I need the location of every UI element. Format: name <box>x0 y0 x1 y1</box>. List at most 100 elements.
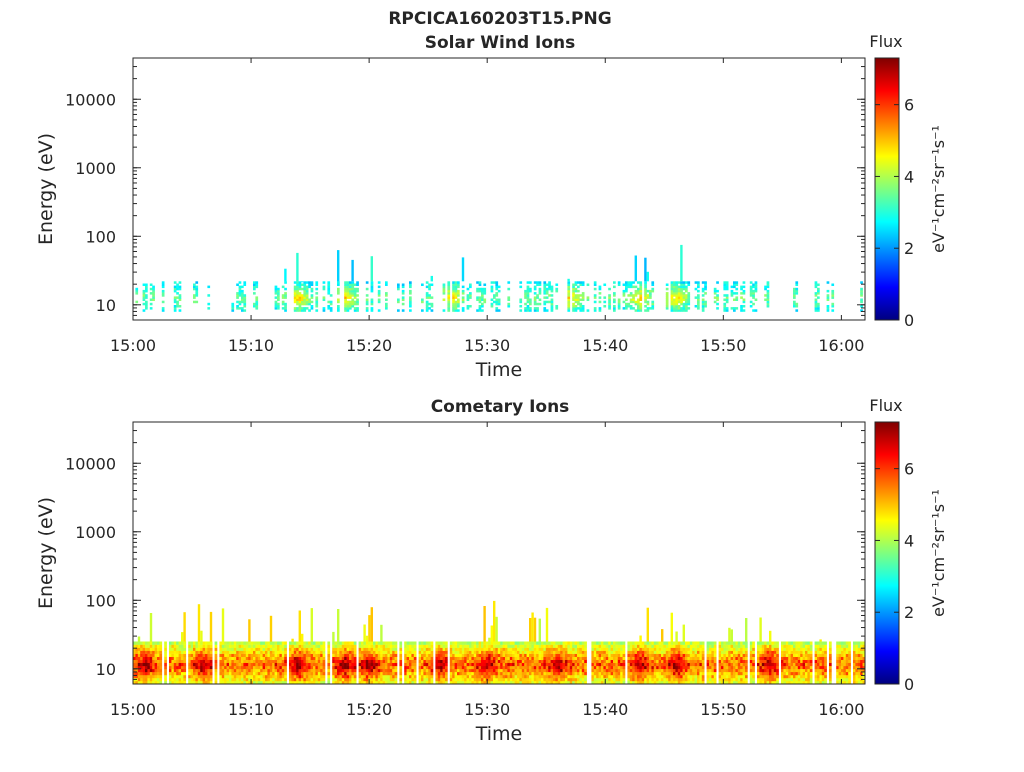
heatmap-cell <box>750 672 753 675</box>
heatmap-cell <box>793 651 796 654</box>
heatmap-cell <box>318 645 321 648</box>
heatmap-cell <box>702 294 705 297</box>
heatmap-cell <box>255 666 258 669</box>
heatmap-cell <box>831 305 834 308</box>
heatmap-cell <box>498 672 501 675</box>
heatmap-cell <box>421 309 424 312</box>
heatmap-cell <box>666 288 669 291</box>
heatmap-cell <box>632 678 635 681</box>
heatmap-cell <box>253 663 256 666</box>
heatmap-cell <box>733 645 736 648</box>
heatmap-cell <box>690 663 693 666</box>
heatmap-cell <box>543 672 546 675</box>
heatmap-cell <box>351 645 354 648</box>
heatmap-cell <box>815 305 818 308</box>
heatmap-cell <box>750 288 753 291</box>
heatmap-cell <box>498 663 501 666</box>
heatmap-cell <box>690 669 693 672</box>
heatmap-cell <box>639 305 642 308</box>
heatmap-cell <box>251 657 254 660</box>
heatmap-cell <box>474 669 477 672</box>
heatmap-cell <box>666 301 669 304</box>
heatmap-cell <box>210 642 213 645</box>
heatmap-cell <box>152 288 155 291</box>
heatmap-cell <box>421 678 424 681</box>
heatmap-cell <box>320 669 323 672</box>
heatmap-cell <box>702 305 705 308</box>
heatmap-cell <box>335 678 338 681</box>
heatmap-cell <box>654 645 657 648</box>
heatmap-cell <box>661 657 664 660</box>
heatmap-cell <box>534 672 537 675</box>
heatmap-cell <box>162 281 165 284</box>
heatmap-cell <box>183 651 186 654</box>
heatmap-cell <box>253 657 256 660</box>
heatmap-cell <box>769 672 772 675</box>
heatmap-cell <box>248 660 251 663</box>
heatmap-cell <box>654 678 657 681</box>
heatmap-cell <box>743 657 746 660</box>
heatmap-cell <box>529 660 532 663</box>
heatmap-cell <box>817 284 820 287</box>
heatmap-cell <box>560 675 563 678</box>
heatmap-cell <box>438 666 441 669</box>
heatmap-cell <box>344 675 347 678</box>
heatmap-cell <box>308 651 311 654</box>
heatmap-cell <box>409 305 412 308</box>
heatmap-cell <box>632 675 635 678</box>
heatmap-cell <box>198 672 201 675</box>
heatmap-cell <box>572 642 575 645</box>
heatmap-cell <box>716 290 719 293</box>
heatmap-cell <box>371 678 374 681</box>
heatmap-cell <box>294 657 297 660</box>
heatmap-cell <box>687 663 690 666</box>
heatmap-cell <box>661 645 664 648</box>
heatmap-cell <box>500 657 503 660</box>
heatmap-cell <box>301 296 304 299</box>
heatmap-cell <box>558 660 561 663</box>
heatmap-cell <box>239 648 242 651</box>
heatmap-cell <box>313 678 316 681</box>
heatmap-cell <box>860 281 863 284</box>
heatmap-cell <box>435 651 438 654</box>
heatmap-cell <box>179 309 182 312</box>
heatmap-cell <box>181 675 184 678</box>
heatmap-cell <box>687 296 690 299</box>
heatmap-cell <box>716 281 719 284</box>
heatmap-cell <box>332 651 335 654</box>
heatmap-cell <box>445 648 448 651</box>
heatmap-cell <box>491 645 494 648</box>
heatmap-cell <box>647 666 650 669</box>
heatmap-cell <box>469 642 472 645</box>
heatmap-cell <box>690 675 693 678</box>
heatmap-cell <box>719 654 722 657</box>
heatmap-cell <box>613 642 616 645</box>
heatmap-cell <box>368 669 371 672</box>
heatmap-cell <box>337 666 340 669</box>
heatmap-cell <box>541 651 544 654</box>
heatmap-cell <box>786 651 789 654</box>
heatmap-cell <box>363 675 366 678</box>
heatmap-cell <box>351 284 354 287</box>
colorbar-tick-label: 4 <box>904 167 914 186</box>
heatmap-cell <box>618 666 621 669</box>
heatmap-cell <box>311 648 314 651</box>
heatmap-cell <box>337 250 339 281</box>
heatmap-cell <box>332 645 335 648</box>
heatmap-cell <box>695 675 698 678</box>
heatmap-cell <box>699 648 702 651</box>
heatmap-cell <box>639 288 642 291</box>
heatmap-cell <box>308 642 311 645</box>
heatmap-cell <box>752 303 755 306</box>
heatmap-cell <box>457 657 460 660</box>
heatmap-cell <box>692 654 695 657</box>
heatmap-cell <box>491 651 494 654</box>
heatmap-cell <box>397 299 400 302</box>
heatmap-cell <box>174 296 177 299</box>
heatmap-cell <box>733 309 736 312</box>
heatmap-cell <box>303 675 306 678</box>
heatmap-cell <box>673 648 676 651</box>
heatmap-cell <box>659 657 662 660</box>
heatmap-cell <box>759 675 762 678</box>
heatmap-cell <box>603 660 606 663</box>
